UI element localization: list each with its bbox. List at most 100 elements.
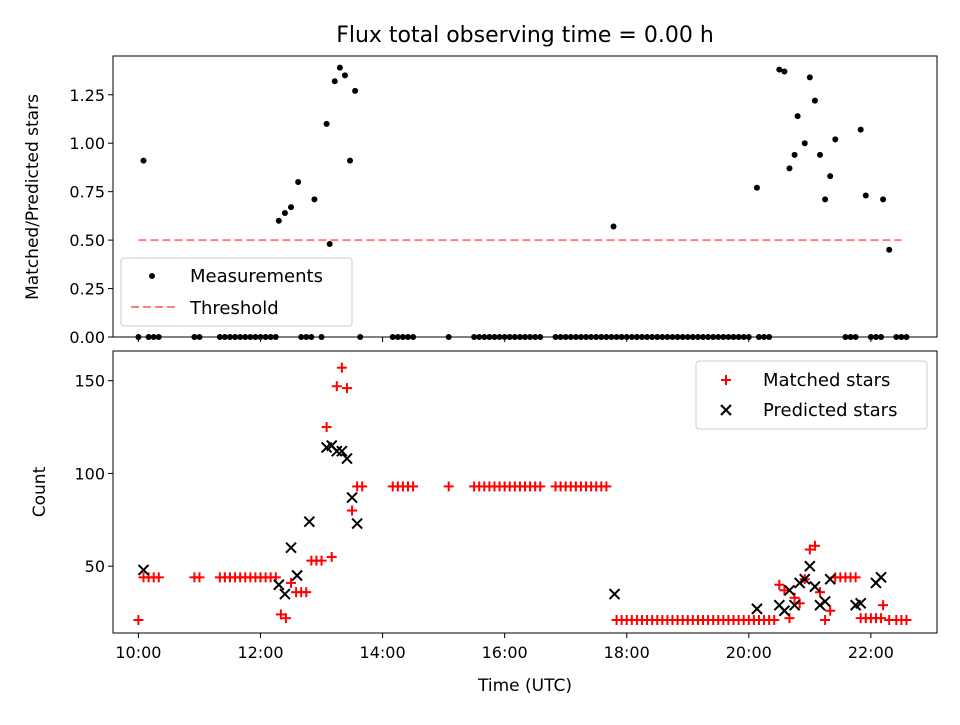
bottom-xtick-label: 18:00 bbox=[604, 643, 650, 662]
matched-point bbox=[901, 615, 912, 626]
top-legend-box bbox=[120, 257, 353, 327]
matched-point bbox=[321, 422, 332, 433]
top-legend: Measurements Threshold bbox=[120, 257, 353, 327]
matched-point bbox=[301, 587, 312, 598]
matched-point bbox=[825, 605, 836, 616]
top-ytick-label: 1.25 bbox=[69, 86, 105, 105]
legend-label-threshold: Threshold bbox=[189, 298, 279, 319]
measurement-point bbox=[341, 72, 348, 79]
measurement-point bbox=[295, 178, 302, 185]
matched-point bbox=[601, 481, 612, 492]
count-panel: Count Time (UTC) 50 100 150 10:00 12:00 14:00… bbox=[30, 350, 938, 696]
predicted-point bbox=[804, 560, 816, 572]
matched-point bbox=[133, 615, 144, 626]
predicted-point bbox=[273, 579, 285, 591]
legend-marker-predicted bbox=[720, 404, 732, 416]
matched-point bbox=[331, 381, 342, 392]
matched-point bbox=[408, 481, 419, 492]
measurement-point bbox=[288, 204, 295, 211]
measurement-point bbox=[326, 240, 333, 247]
matched-point bbox=[275, 609, 286, 620]
predicted-point bbox=[751, 603, 763, 615]
measurement-point bbox=[323, 120, 330, 127]
top-ytick-label: 0.50 bbox=[69, 231, 105, 250]
legend-marker-matched bbox=[721, 375, 731, 385]
predicted-point bbox=[331, 445, 343, 457]
predicted-point bbox=[875, 571, 887, 584]
measurement-point bbox=[331, 78, 338, 85]
measurement-point bbox=[811, 97, 818, 104]
measurement-point bbox=[886, 246, 893, 253]
matched-point bbox=[357, 481, 368, 492]
matched-point bbox=[153, 572, 164, 583]
bottom-legend-box bbox=[695, 360, 928, 430]
measurement-point bbox=[352, 87, 359, 94]
measurement-point bbox=[806, 74, 813, 81]
measurement-point bbox=[347, 157, 354, 164]
measurement-point bbox=[281, 209, 288, 216]
matched-point bbox=[341, 383, 352, 394]
top-ytick-label: 0.75 bbox=[69, 183, 105, 202]
measurement-point bbox=[791, 151, 798, 158]
measurement-point bbox=[801, 140, 808, 147]
matched-point bbox=[347, 505, 358, 516]
top-ytick-label: 0.00 bbox=[69, 328, 105, 347]
bottom-xtick-label: 22:00 bbox=[848, 643, 894, 662]
predicted-point bbox=[788, 599, 801, 611]
matched-point bbox=[774, 579, 785, 590]
bottom-legend: Matched stars Predicted stars bbox=[695, 360, 928, 430]
bottom-ytick-label: 100 bbox=[74, 464, 105, 483]
matched-point bbox=[336, 362, 347, 373]
ratio-panel: Flux total observing time = 0.00 h Match… bbox=[23, 23, 938, 347]
measurement-point bbox=[275, 217, 282, 224]
measurement-point bbox=[753, 184, 760, 191]
matched-point bbox=[535, 481, 546, 492]
legend-label-measurements: Measurements bbox=[190, 266, 323, 287]
matched-point bbox=[876, 613, 887, 624]
predicted-point bbox=[137, 564, 150, 576]
predicted-point bbox=[336, 445, 348, 457]
measurement-point bbox=[140, 157, 147, 164]
bottom-xtick-label: 10:00 bbox=[115, 643, 161, 662]
predicted-point bbox=[854, 597, 867, 610]
predicted-point bbox=[783, 584, 796, 597]
predicted-point bbox=[809, 580, 821, 593]
top-ytick-label: 0.25 bbox=[69, 280, 105, 299]
matched-point bbox=[286, 577, 297, 588]
bottom-tick-layer: 50 100 150 10:00 12:00 14:00 16:00 18:00 20:00 22… bbox=[74, 372, 893, 662]
measurement-point bbox=[832, 136, 839, 143]
matched-point bbox=[820, 615, 831, 626]
matched-point bbox=[326, 551, 337, 562]
measurement-point bbox=[781, 68, 788, 75]
measurement-point bbox=[862, 192, 869, 199]
top-ylabel: Matched/Predicted stars bbox=[23, 94, 43, 300]
matched-point bbox=[878, 600, 889, 611]
measurement-point bbox=[610, 223, 617, 230]
measurement-point bbox=[311, 196, 318, 203]
bottom-axes-frame bbox=[112, 350, 938, 634]
bottom-data-layer bbox=[133, 362, 912, 626]
predicted-point bbox=[819, 595, 831, 608]
measurement-point bbox=[786, 165, 793, 172]
top-ytick-label: 1.00 bbox=[69, 134, 105, 153]
matched-point bbox=[194, 572, 205, 583]
matched-point bbox=[850, 572, 861, 583]
predicted-point bbox=[608, 588, 621, 600]
measurement-point bbox=[776, 66, 783, 73]
legend-label-predicted: Predicted stars bbox=[763, 400, 897, 421]
bottom-xtick-label: 14:00 bbox=[360, 643, 406, 662]
measurement-point bbox=[827, 173, 834, 180]
bottom-xlabel: Time (UTC) bbox=[477, 676, 572, 696]
matched-point bbox=[815, 587, 826, 598]
top-tick-layer: 0.00 0.25 0.50 0.75 1.00 1.25 bbox=[69, 86, 872, 347]
measurement-point bbox=[822, 196, 829, 203]
predicted-point bbox=[351, 517, 363, 530]
predicted-point bbox=[799, 573, 811, 585]
bottom-xtick-label: 16:00 bbox=[482, 643, 528, 662]
matched-point bbox=[804, 544, 815, 555]
bottom-xtick-label: 12:00 bbox=[237, 643, 283, 662]
bottom-ylabel: Count bbox=[30, 466, 50, 517]
top-title: Flux total observing time = 0.00 h bbox=[336, 23, 714, 48]
